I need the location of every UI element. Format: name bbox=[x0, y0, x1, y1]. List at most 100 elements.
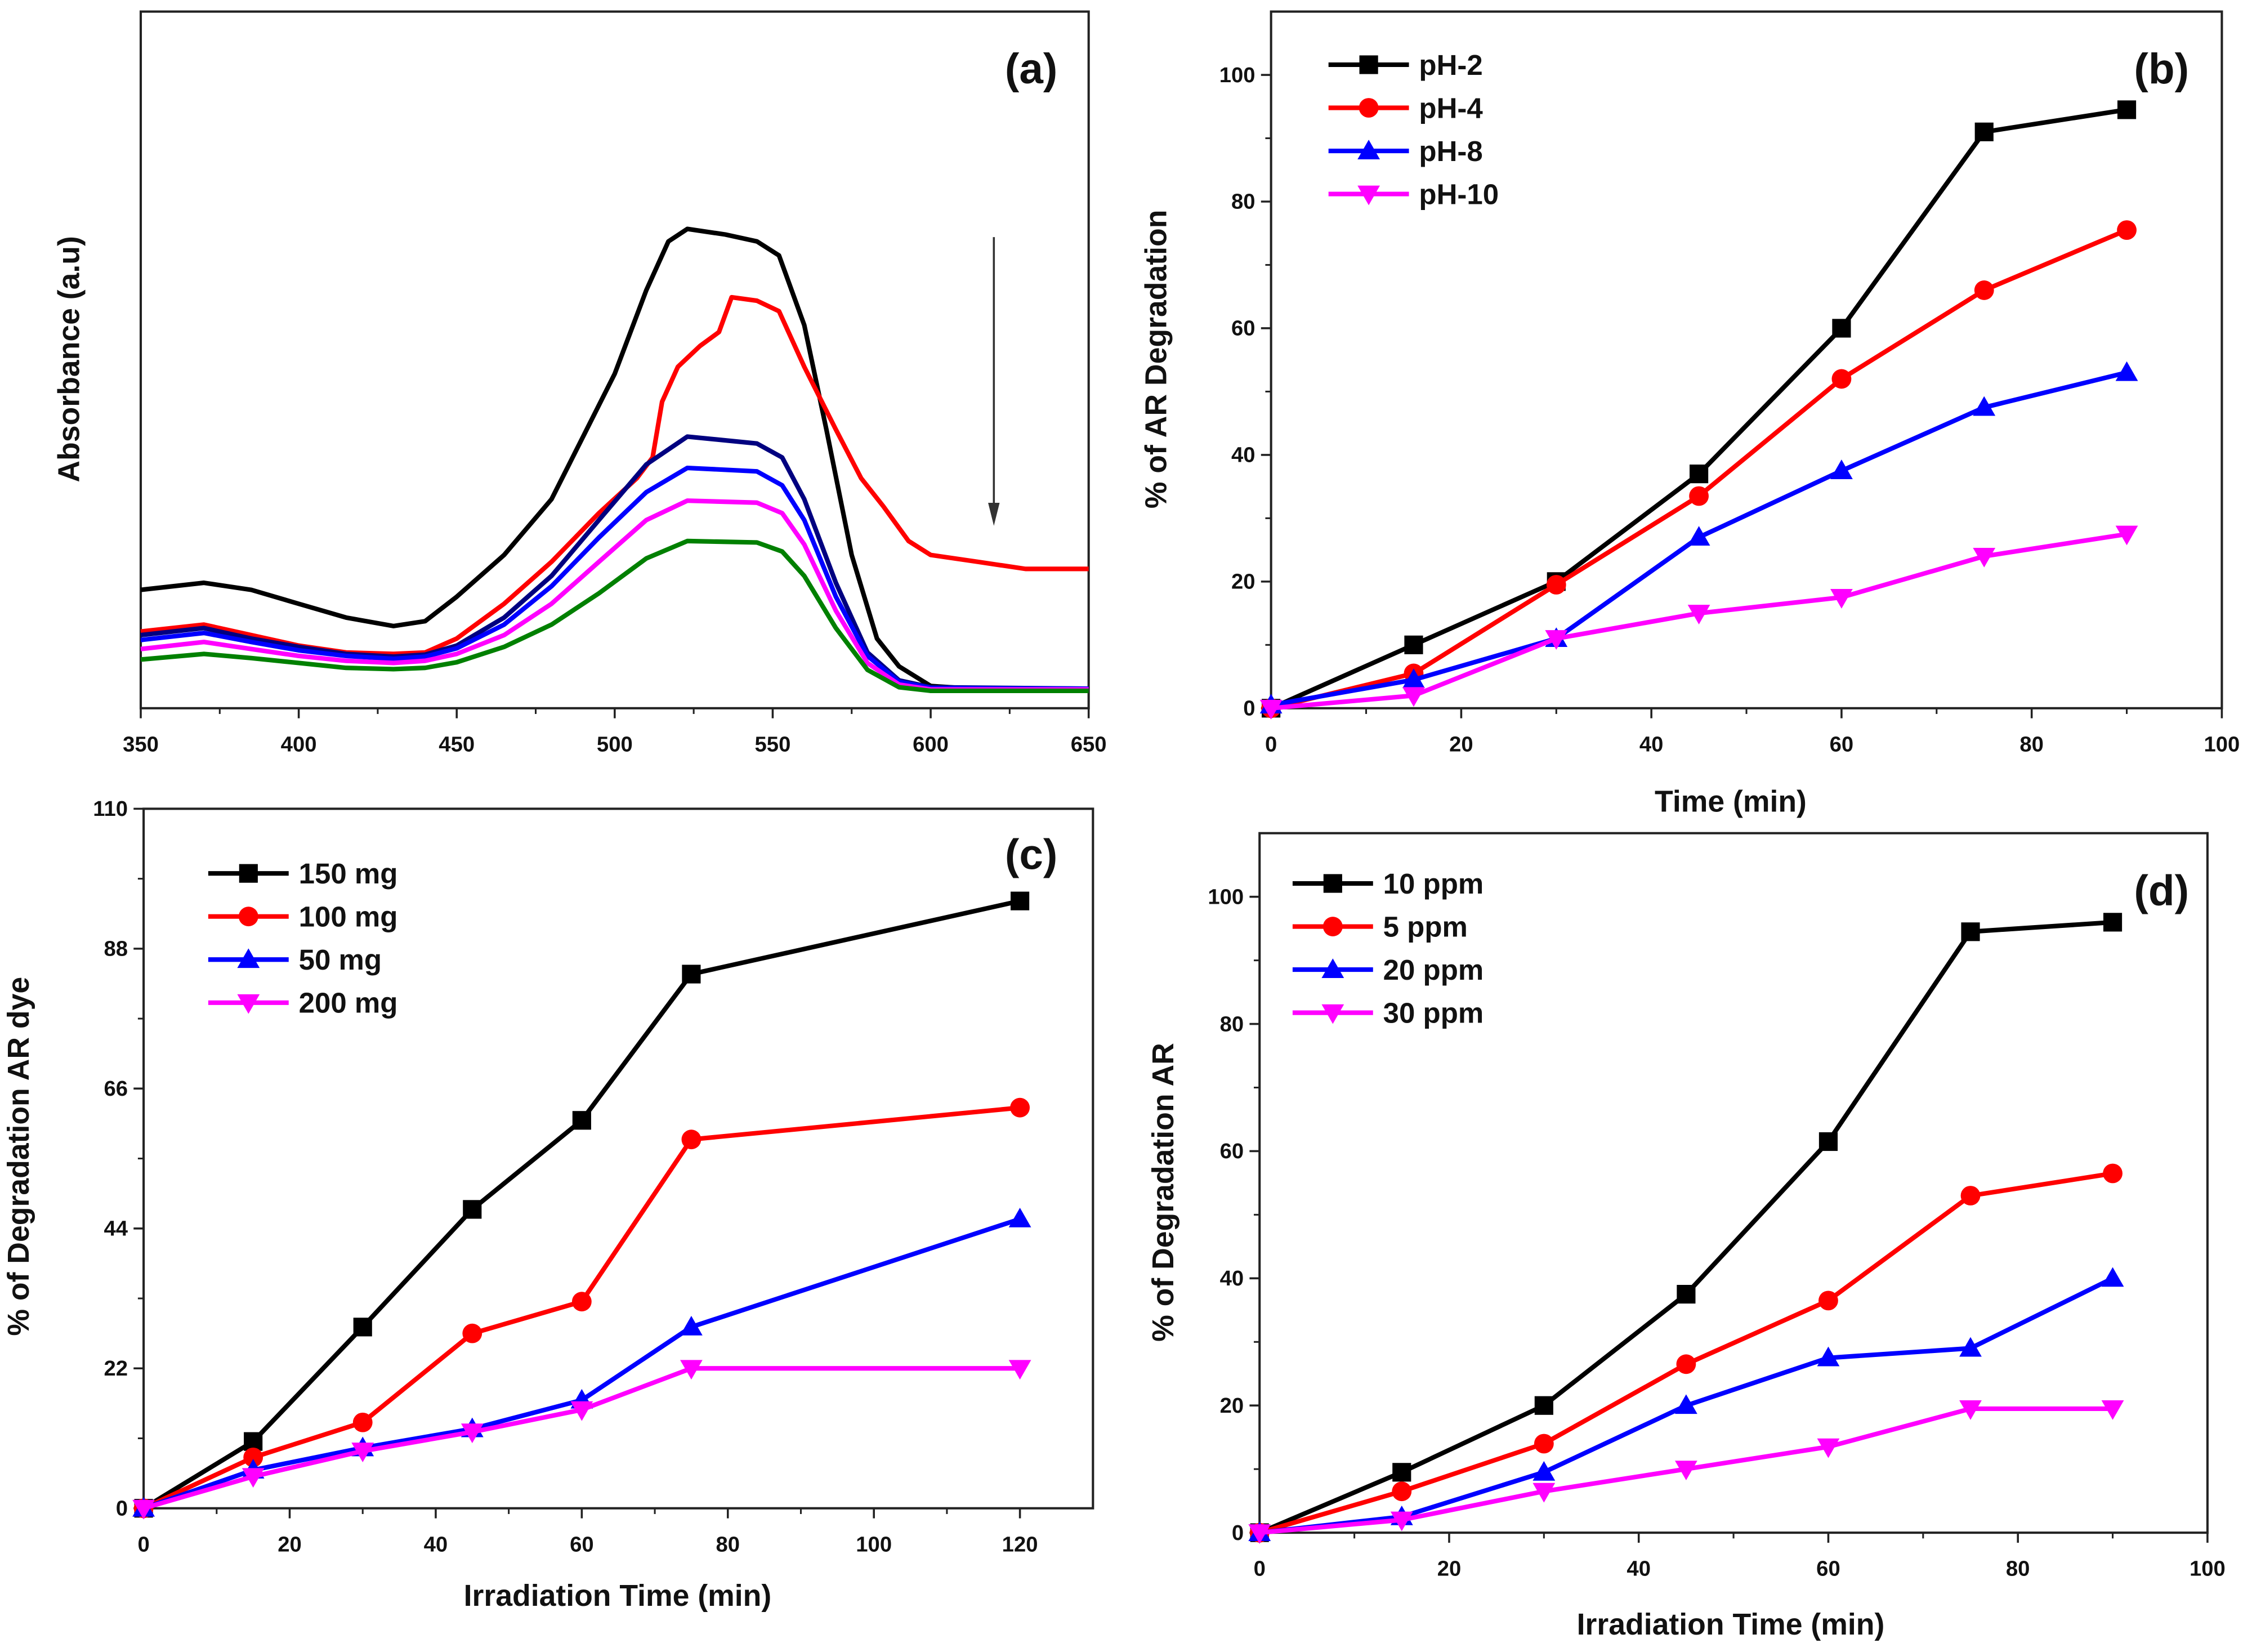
circle-marker bbox=[1546, 575, 1566, 595]
x-tick-label: 100 bbox=[2204, 732, 2240, 756]
square-marker bbox=[1404, 635, 1423, 654]
y-tick-label: 60 bbox=[1231, 316, 1255, 341]
triangle-down-marker bbox=[351, 1443, 374, 1462]
spectrum-line bbox=[140, 498, 1089, 692]
circle-marker bbox=[1689, 486, 1709, 506]
circle-marker bbox=[1010, 1097, 1030, 1118]
x-tick-label: 450 bbox=[439, 732, 475, 756]
x-tick-label: 120 bbox=[1002, 1532, 1038, 1556]
y-tick-label: 66 bbox=[104, 1077, 128, 1101]
circle-marker bbox=[1818, 1291, 1838, 1311]
legend: 10 ppm 5 ppm 20 ppm 30 ppm bbox=[1292, 868, 1484, 1029]
y-axis-label: Absorbance (a.u) bbox=[52, 236, 86, 483]
y-axis-label: % of Degradation AR dye bbox=[2, 977, 35, 1336]
triangle-up-marker bbox=[1973, 396, 1996, 416]
legend-label: 100 mg bbox=[299, 901, 398, 933]
circle-marker bbox=[2117, 220, 2137, 240]
x-tick-label: 60 bbox=[1830, 732, 1854, 756]
triangle-down-marker bbox=[242, 1468, 265, 1488]
x-tick-label: 40 bbox=[1639, 732, 1664, 756]
x-tick-label: 40 bbox=[1627, 1557, 1651, 1581]
series-line bbox=[142, 1217, 1021, 1511]
y-tick-label: 0 bbox=[116, 1496, 128, 1520]
x-tick-label: 80 bbox=[2019, 732, 2044, 756]
square-marker bbox=[1818, 1132, 1838, 1151]
triangle-up-marker bbox=[1321, 958, 1344, 979]
y-tick-label: 80 bbox=[1231, 190, 1255, 214]
square-marker bbox=[1832, 319, 1851, 338]
square-marker bbox=[1392, 1463, 1411, 1482]
circle-marker bbox=[1534, 1434, 1554, 1454]
y-tick-label: 80 bbox=[1220, 1012, 1244, 1036]
y-tick-label: 22 bbox=[104, 1356, 128, 1381]
legend-label: 30 ppm bbox=[1383, 997, 1484, 1029]
series-30-ppm bbox=[1248, 1400, 2124, 1544]
x-tick-label: 80 bbox=[716, 1532, 740, 1556]
triangle-down-marker bbox=[461, 1423, 484, 1444]
triangle-up-marker bbox=[2115, 361, 2138, 381]
circle-marker bbox=[1960, 1186, 1981, 1205]
square-marker bbox=[572, 1111, 591, 1130]
triangle-up-marker bbox=[1817, 1346, 1840, 1367]
triangle-up-marker bbox=[1008, 1207, 1031, 1227]
legend: pH-2 pH-4 pH-8 pH-10 bbox=[1328, 49, 1499, 210]
plot-frame bbox=[1270, 10, 2223, 709]
triangle-down-marker bbox=[1959, 1400, 1982, 1420]
y-tick-label: 20 bbox=[1231, 570, 1255, 594]
triangle-down-marker bbox=[132, 1499, 155, 1520]
legend-label: 10 ppm bbox=[1383, 868, 1484, 900]
triangle-up-marker bbox=[1532, 1461, 1556, 1481]
spectrum-line bbox=[140, 434, 1089, 691]
chart-panel-1: 0 20 40 60 80 100 0 20 40 60 80 100 Time (min) % of A… bbox=[1140, 10, 2240, 818]
x-tick-label: 350 bbox=[123, 732, 159, 756]
series-pH-2 bbox=[1262, 100, 2137, 718]
triangle-up-marker bbox=[1674, 1394, 1697, 1414]
x-tick-label: 20 bbox=[1437, 1557, 1462, 1581]
square-marker bbox=[463, 1200, 482, 1219]
x-tick-label: 40 bbox=[424, 1532, 448, 1556]
plot-frame bbox=[139, 10, 1090, 709]
square-marker bbox=[1534, 1396, 1553, 1415]
plot-frame bbox=[142, 807, 1094, 1510]
legend-label: pH-4 bbox=[1419, 92, 1483, 124]
triangle-down-marker bbox=[1357, 185, 1380, 206]
panel-label: (d) bbox=[2134, 867, 2189, 914]
triangle-up-marker bbox=[2101, 1267, 2124, 1287]
y-axis-label: % of AR Degradation bbox=[1140, 210, 1173, 509]
x-tick-label: 400 bbox=[281, 732, 317, 756]
x-tick-label: 600 bbox=[913, 732, 949, 756]
square-marker bbox=[353, 1318, 372, 1337]
panel-label: (b) bbox=[2134, 45, 2189, 93]
triangle-down-marker bbox=[1973, 547, 1996, 568]
square-marker bbox=[1323, 874, 1342, 893]
square-marker bbox=[1961, 922, 1980, 941]
x-tick-label: 60 bbox=[1816, 1557, 1840, 1581]
triangle-up-marker bbox=[237, 948, 260, 968]
circle-marker bbox=[1831, 369, 1852, 389]
triangle-down-marker bbox=[570, 1401, 593, 1421]
legend-label: pH-2 bbox=[1419, 49, 1482, 81]
triangle-up-marker bbox=[1830, 459, 1853, 479]
y-axis-label: % of Degradation AR bbox=[1147, 1043, 1180, 1342]
legend-label: pH-10 bbox=[1419, 178, 1499, 210]
x-tick-label: 500 bbox=[597, 732, 633, 756]
y-tick-label: 40 bbox=[1231, 443, 1255, 467]
y-tick-label: 40 bbox=[1220, 1266, 1244, 1291]
circle-marker bbox=[1392, 1481, 1412, 1502]
triangle-down-marker bbox=[680, 1360, 703, 1380]
triangle-down-marker bbox=[1248, 1524, 1271, 1544]
y-tick-label: 20 bbox=[1220, 1394, 1244, 1418]
x-tick-label: 550 bbox=[755, 732, 791, 756]
triangle-up-marker bbox=[1959, 1337, 1982, 1357]
panel-label: (c) bbox=[1005, 831, 1058, 879]
triangle-down-marker bbox=[1687, 605, 1710, 624]
series-5 bbox=[140, 538, 1089, 694]
legend-label: 5 ppm bbox=[1383, 910, 1468, 943]
x-tick-label: 0 bbox=[1254, 1557, 1266, 1581]
spectrum-line bbox=[140, 226, 1089, 693]
triangle-down-marker bbox=[1402, 687, 1425, 707]
square-marker bbox=[1677, 1284, 1696, 1304]
square-marker bbox=[2117, 100, 2137, 119]
square-marker bbox=[1974, 122, 1994, 141]
